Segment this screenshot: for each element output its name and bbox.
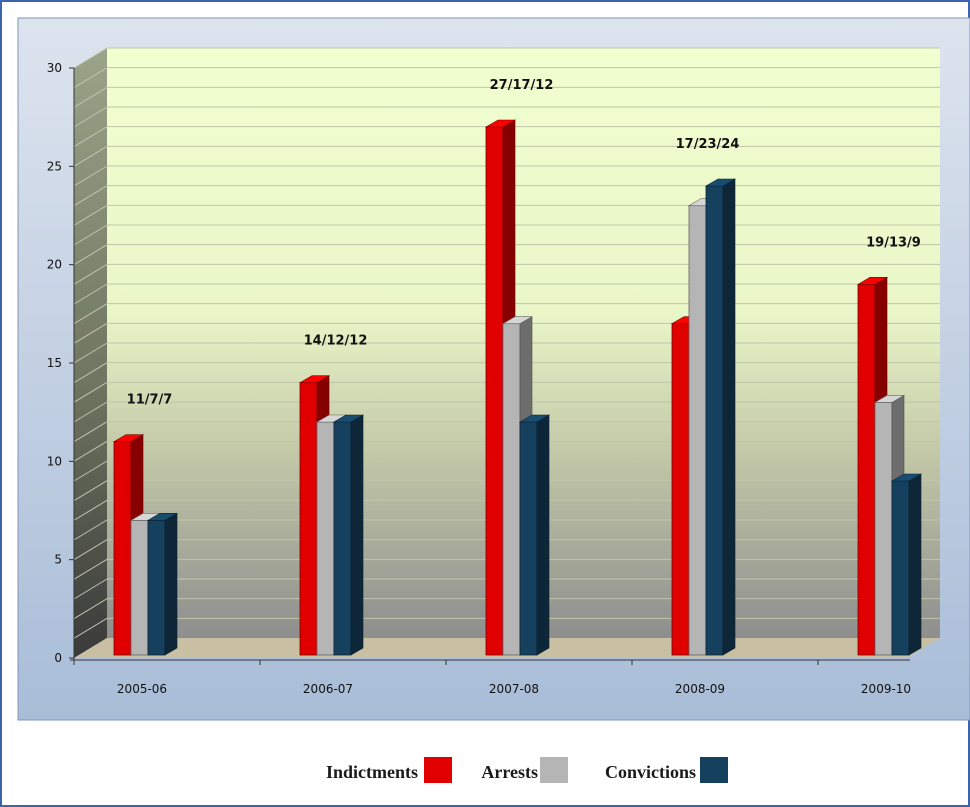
- gridline-side: [73, 480, 108, 502]
- x-tick-label: 2009-10: [861, 682, 911, 696]
- legend-label-indictments: Indictments: [326, 762, 418, 782]
- gridline-side: [73, 539, 108, 561]
- y-tick-label: 30: [47, 61, 62, 75]
- data-label-2007-08: 27/17/12: [490, 78, 554, 93]
- gridline-side: [73, 322, 108, 344]
- data-label-2005-06: 11/7/7: [127, 393, 173, 408]
- bar-convictions-2008-09: [704, 178, 737, 656]
- y-tick-label: 25: [47, 159, 62, 173]
- gridline-side: [73, 617, 108, 639]
- bar-convictions-2006-07: [332, 414, 365, 656]
- y-tick-label: 10: [47, 454, 62, 468]
- gridline-side: [73, 145, 108, 167]
- legend-swatch-indictments: [424, 757, 452, 783]
- y-tick-label: 15: [47, 356, 62, 370]
- gridline-side: [73, 204, 108, 226]
- data-label-2008-09: 17/23/24: [676, 137, 740, 152]
- gridline-side: [73, 460, 108, 482]
- data-labels: 11/7/7 14/12/12 27/17/12 17/23/24 19/13/9: [127, 78, 921, 408]
- gridline-side: [73, 86, 108, 108]
- gridline-side: [73, 263, 108, 285]
- x-axis-ticks: 2005-06 2006-07 2007-08 2008-09 2009-10: [73, 660, 911, 696]
- y-tick-label: 5: [54, 553, 62, 567]
- legend-swatch-convictions: [700, 757, 728, 783]
- x-tick-label: 2007-08: [489, 682, 539, 696]
- bars: [112, 119, 923, 656]
- legend: Indictments Arrests Convictions: [326, 757, 728, 783]
- y-axis-ticks: 0 5 10 15 20 25 30: [47, 61, 74, 665]
- gridline-side: [73, 362, 108, 384]
- gridline-side: [73, 67, 108, 89]
- gridline-side: [73, 499, 108, 521]
- legend-label-convictions: Convictions: [605, 762, 696, 782]
- bar-convictions-2005-06: [146, 512, 179, 656]
- data-label-2009-10: 19/13/9: [866, 235, 921, 250]
- gridline-side: [73, 558, 108, 580]
- gridline-side: [73, 303, 108, 325]
- x-tick-label: 2006-07: [303, 682, 353, 696]
- gridline-side: [73, 519, 108, 541]
- bar-convictions-2009-10: [890, 473, 923, 656]
- gridline-side: [73, 106, 108, 128]
- gridline-side: [73, 440, 108, 462]
- gridline-side: [73, 401, 108, 423]
- y-tick-label: 0: [54, 651, 62, 665]
- gridline-side: [73, 342, 108, 364]
- gridline-side: [73, 126, 108, 148]
- gridline-side: [73, 224, 108, 246]
- gridline-side: [73, 244, 108, 266]
- x-tick-label: 2005-06: [117, 682, 167, 696]
- legend-swatch-arrests: [540, 757, 568, 783]
- legend-label-arrests: Arrests: [481, 762, 538, 782]
- gridline-side: [73, 185, 108, 207]
- gridline-side: [73, 578, 108, 600]
- gridline-side: [73, 598, 108, 620]
- gridline-side: [73, 283, 108, 305]
- x-tick-label: 2008-09: [675, 682, 725, 696]
- gridline-side: [73, 47, 108, 69]
- gridline-side: [73, 381, 108, 403]
- gridline-side: [73, 421, 108, 443]
- gridline-side: [73, 165, 108, 187]
- y-tick-label: 20: [47, 258, 62, 272]
- data-label-2006-07: 14/12/12: [304, 334, 368, 349]
- bar-convictions-2007-08: [518, 414, 551, 656]
